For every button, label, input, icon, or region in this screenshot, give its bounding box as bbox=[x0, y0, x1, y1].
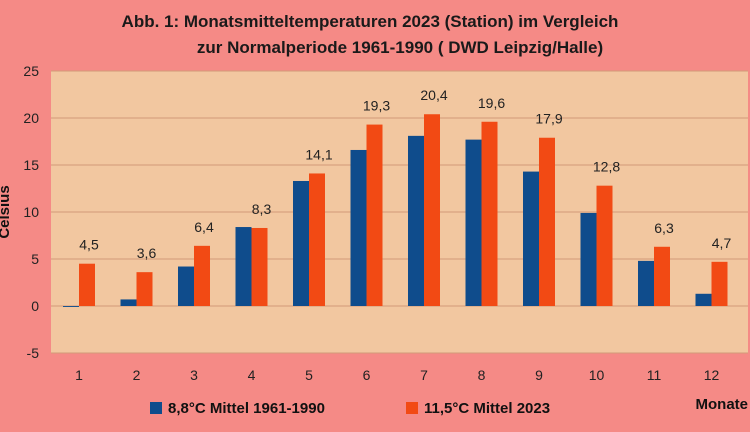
x-tick-label: 9 bbox=[535, 367, 543, 383]
bar-2023 bbox=[424, 114, 440, 307]
data-label: 8,3 bbox=[252, 201, 272, 217]
bar-1961-1990 bbox=[178, 266, 194, 306]
bar-2023 bbox=[481, 121, 498, 306]
y-tick-label: 15 bbox=[23, 157, 39, 173]
data-label: 3,6 bbox=[137, 245, 157, 261]
bar-1961-1990 bbox=[638, 260, 654, 306]
bar-1961-1990 bbox=[408, 135, 424, 306]
bar-2023 bbox=[654, 246, 670, 306]
data-label: 19,6 bbox=[478, 95, 505, 111]
x-tick-label: 7 bbox=[420, 367, 428, 383]
x-tick-label: 5 bbox=[305, 367, 313, 383]
bar-1961-1990 bbox=[350, 149, 367, 306]
bar-2023 bbox=[309, 173, 325, 306]
y-tick-label: 25 bbox=[23, 63, 39, 79]
x-tick-label: 11 bbox=[647, 367, 662, 383]
bar-1961-1990 bbox=[235, 227, 252, 306]
data-label: 6,4 bbox=[194, 219, 214, 235]
data-label: 19,3 bbox=[363, 98, 390, 114]
bar-2023 bbox=[136, 272, 153, 306]
y-axis-title: Celsius bbox=[0, 185, 13, 238]
x-tick-label: 12 bbox=[704, 367, 720, 383]
bar-2023 bbox=[366, 124, 383, 306]
bar-2023 bbox=[251, 227, 268, 306]
legend-label-2023: 11,5°C Mittel 2023 bbox=[424, 400, 550, 417]
bar-1961-1990 bbox=[580, 212, 597, 306]
bar-2023 bbox=[711, 261, 728, 306]
y-tick-label: -5 bbox=[27, 345, 40, 361]
y-tick-label: 20 bbox=[23, 110, 39, 126]
data-label: 14,1 bbox=[305, 146, 332, 162]
bar-1961-1990 bbox=[293, 180, 309, 306]
data-label: 6,3 bbox=[654, 220, 674, 236]
data-label: 12,8 bbox=[593, 159, 620, 175]
bar-1961-1990 bbox=[523, 171, 539, 306]
data-labels: 4,5 3,6 6,4 8,3 14,1 19,3 20,4 19,6 17,9 12,8 6,3 4… bbox=[79, 87, 731, 261]
legend-label-1961-1990: 8,8°C Mittel 1961-1990 bbox=[168, 400, 325, 417]
data-label: 4,5 bbox=[79, 237, 99, 253]
legend: 8,8°C Mittel 1961-1990 11,5°C Mittel 202… bbox=[150, 400, 550, 417]
bar-2023 bbox=[539, 137, 555, 306]
chart-title-line1: Abb. 1: Monatsmitteltemperaturen 2023 (S… bbox=[122, 12, 619, 31]
y-tick-label: 10 bbox=[23, 204, 39, 220]
data-label: 20,4 bbox=[420, 87, 447, 103]
chart-title-line2: zur Normalperiode 1961-1990 ( DWD Leipzi… bbox=[197, 38, 603, 57]
x-tick-label: 8 bbox=[478, 367, 486, 383]
bar-2023 bbox=[194, 245, 210, 306]
legend-swatch-2023 bbox=[406, 402, 418, 414]
legend-swatch-1961-1990 bbox=[150, 402, 162, 414]
data-label: 17,9 bbox=[535, 111, 562, 127]
y-tick-label: 5 bbox=[31, 251, 39, 267]
y-tick-label: 0 bbox=[31, 298, 39, 314]
x-tick-label: 3 bbox=[190, 367, 198, 383]
bar-1961-1990 bbox=[63, 306, 79, 307]
data-label: 4,7 bbox=[712, 235, 732, 251]
bar-1961-1990 bbox=[465, 139, 482, 306]
gridlines bbox=[51, 70, 748, 354]
bars bbox=[63, 114, 728, 307]
bar-1961-1990 bbox=[695, 293, 712, 306]
x-tick-label: 1 bbox=[75, 367, 83, 383]
x-tick-label: 2 bbox=[133, 367, 141, 383]
x-tick-label: 4 bbox=[248, 367, 256, 383]
bar-2023 bbox=[596, 185, 613, 306]
x-axis-title: Monate bbox=[696, 396, 749, 413]
x-tick-label: 10 bbox=[589, 367, 605, 383]
bar-1961-1990 bbox=[120, 299, 137, 306]
x-tick-label: 6 bbox=[363, 367, 371, 383]
bar-2023 bbox=[79, 263, 95, 306]
